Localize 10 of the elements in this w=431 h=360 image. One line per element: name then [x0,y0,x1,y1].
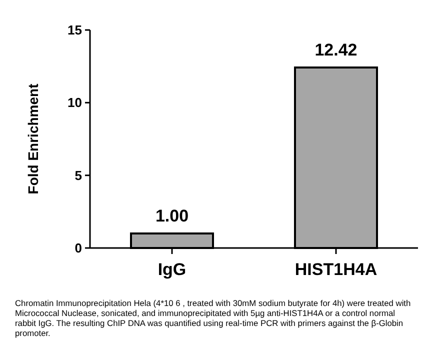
data-label: 1.00 [155,206,189,226]
x-tick-label: HIST1H4A [294,260,378,279]
text: Chromatin Immunoprecipitation Hela (4*10 6 , treated with 30mM sodium butyrate for 4h) were treated with Micrococcal Nuclease, sonicated, and immunoprecipitated with 5µg anti-HIST1H4A or a control normal rabbit IgG. The resulting ChIP DNA was quantified using real-time PCR with primers against the β-Globin promoter. [14,297,412,338]
y-tick-label: 0 [74,240,82,256]
data-label: 12.42 [314,40,358,60]
x-tick-label: IgG [158,260,186,279]
y-tick-label: 10 [68,95,82,110]
y-axis-title: Fold Enrichment [25,83,41,194]
y-tick-label: 5 [74,168,82,183]
y-tick-label: 15 [68,22,82,38]
